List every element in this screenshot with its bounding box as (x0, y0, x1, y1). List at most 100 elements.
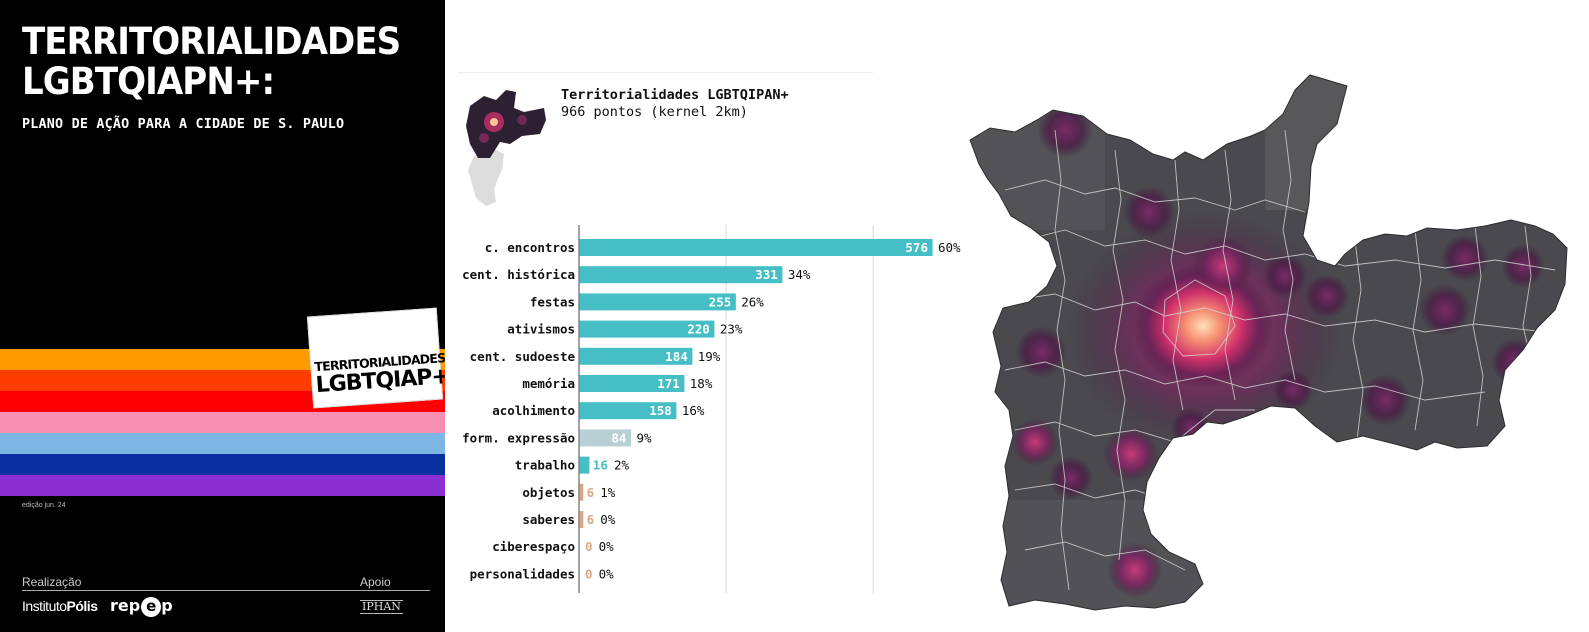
value-label: 16 (593, 458, 608, 473)
heat-spot (1193, 236, 1253, 296)
district-line (1004, 361, 1486, 401)
apoio-label: Apoio (360, 575, 391, 589)
district-line (1054, 129, 1070, 591)
category-label: personalidades (470, 566, 575, 581)
heat-spot (1419, 284, 1471, 336)
iphan-logo: IPHAN (360, 600, 403, 614)
mini-map-north (466, 90, 546, 158)
bar (579, 239, 933, 256)
pride-stripe (0, 412, 445, 434)
pride-stripe (0, 433, 445, 455)
category-label: cent. histórica (462, 267, 575, 282)
category-label: cent. sudoeste (470, 349, 576, 364)
repep-logo-b: e (141, 596, 162, 617)
outskirts-south (970, 500, 1225, 610)
value-label: 0 (585, 539, 593, 554)
district-line (1170, 159, 1184, 411)
district-line (1112, 149, 1126, 561)
percent-label: 9% (636, 430, 652, 445)
repep-logo-a: rep (110, 596, 141, 615)
category-label: c. encontros (485, 240, 575, 255)
instituto-polis-logo: InstitutoPólis (22, 598, 98, 614)
district-line (1024, 229, 1556, 271)
heat-spot (1171, 408, 1211, 448)
value-label: 171 (657, 376, 680, 391)
percent-label: 0% (600, 512, 616, 527)
heat-spot (1491, 338, 1539, 386)
percent-label: 0% (599, 566, 615, 581)
percent-label: 60% (938, 240, 961, 255)
heat-spot (1441, 234, 1489, 282)
cover-stamp: TERRITORIALIDADES LGBTQIAP+ (306, 307, 445, 409)
district-line (1412, 229, 1424, 431)
category-label: trabalho (515, 458, 575, 473)
value-label: 84 (611, 430, 626, 445)
repep-logo-c: p (161, 596, 173, 615)
bar (579, 293, 736, 311)
bar (579, 320, 715, 338)
polis-logo-a: Instituto (22, 598, 67, 614)
percent-label: 16% (682, 403, 705, 418)
district-line (1014, 293, 1546, 333)
heat-layer (970, 75, 1545, 610)
district-line (1222, 149, 1236, 401)
bar (579, 347, 693, 365)
chart-subtitle: 966 pontos (kernel 2km) (561, 104, 748, 120)
district-line (1352, 239, 1364, 441)
district-line (1024, 541, 1186, 571)
category-label: objetos (522, 485, 575, 500)
heat-spot (1501, 244, 1545, 288)
cover-title-line1: TERRITORIALIDADES (22, 20, 401, 63)
percent-label: 19% (698, 349, 721, 364)
mini-map-hotspot (517, 115, 527, 125)
repep-logo: rep e p (110, 596, 173, 617)
kernel-density-map (969, 74, 1568, 611)
value-label: 6 (587, 512, 595, 527)
bar (579, 456, 590, 474)
mini-map-hotspot-core (490, 118, 498, 126)
cover-title-line2: LGBTQIAPN+: (22, 60, 275, 103)
value-label: 576 (905, 240, 928, 255)
district-line (1162, 279, 1236, 357)
percent-label: 2% (614, 458, 630, 473)
value-label: 0 (585, 566, 593, 581)
bar (579, 402, 677, 420)
heat-spot (1263, 254, 1307, 298)
heat-spot (1037, 102, 1093, 158)
heat-spot (1011, 418, 1059, 466)
pride-stripe (0, 454, 445, 476)
district-line (1004, 179, 1306, 213)
bar (579, 375, 685, 392)
mini-map-thumbnail (466, 90, 546, 206)
pride-stripe (0, 475, 445, 497)
value-label: 6 (587, 485, 595, 500)
heat-spot (1305, 274, 1349, 318)
value-label: 220 (687, 322, 710, 337)
percent-label: 34% (788, 267, 811, 282)
heat-spot (1103, 426, 1159, 482)
district-line (1014, 409, 1255, 443)
edition-label: edição jun. 24 (22, 502, 66, 509)
category-label: festas (530, 294, 575, 309)
bar (579, 511, 584, 528)
value-label: 184 (665, 349, 688, 364)
heat-core (1133, 264, 1273, 388)
district-line (1472, 225, 1484, 427)
district-line (1282, 129, 1296, 381)
report-cover: TERRITORIALIDADES LGBTQIAPN+: PLANO DE A… (0, 0, 445, 632)
heat-spot (1273, 370, 1313, 410)
cover-title: TERRITORIALIDADES LGBTQIAPN+: (22, 20, 401, 103)
percent-label: 18% (690, 376, 713, 391)
category-label: ciberespaço (492, 539, 575, 554)
cover-subtitle: PLANO DE AÇÃO PARA A CIDADE DE S. PAULO (22, 117, 345, 132)
category-label: saberes (522, 512, 575, 527)
bar (579, 266, 783, 284)
heat-spot (1049, 456, 1093, 500)
value-label: 331 (755, 267, 778, 282)
percent-label: 1% (600, 485, 616, 500)
bar-chart: c. encontros 576 60%cent. histórica 331 34%f… (462, 225, 961, 593)
category-label: form. expressão (462, 430, 575, 445)
heat-spot (1359, 374, 1411, 426)
cover-divider (22, 590, 430, 591)
heat-spot (1107, 542, 1163, 598)
